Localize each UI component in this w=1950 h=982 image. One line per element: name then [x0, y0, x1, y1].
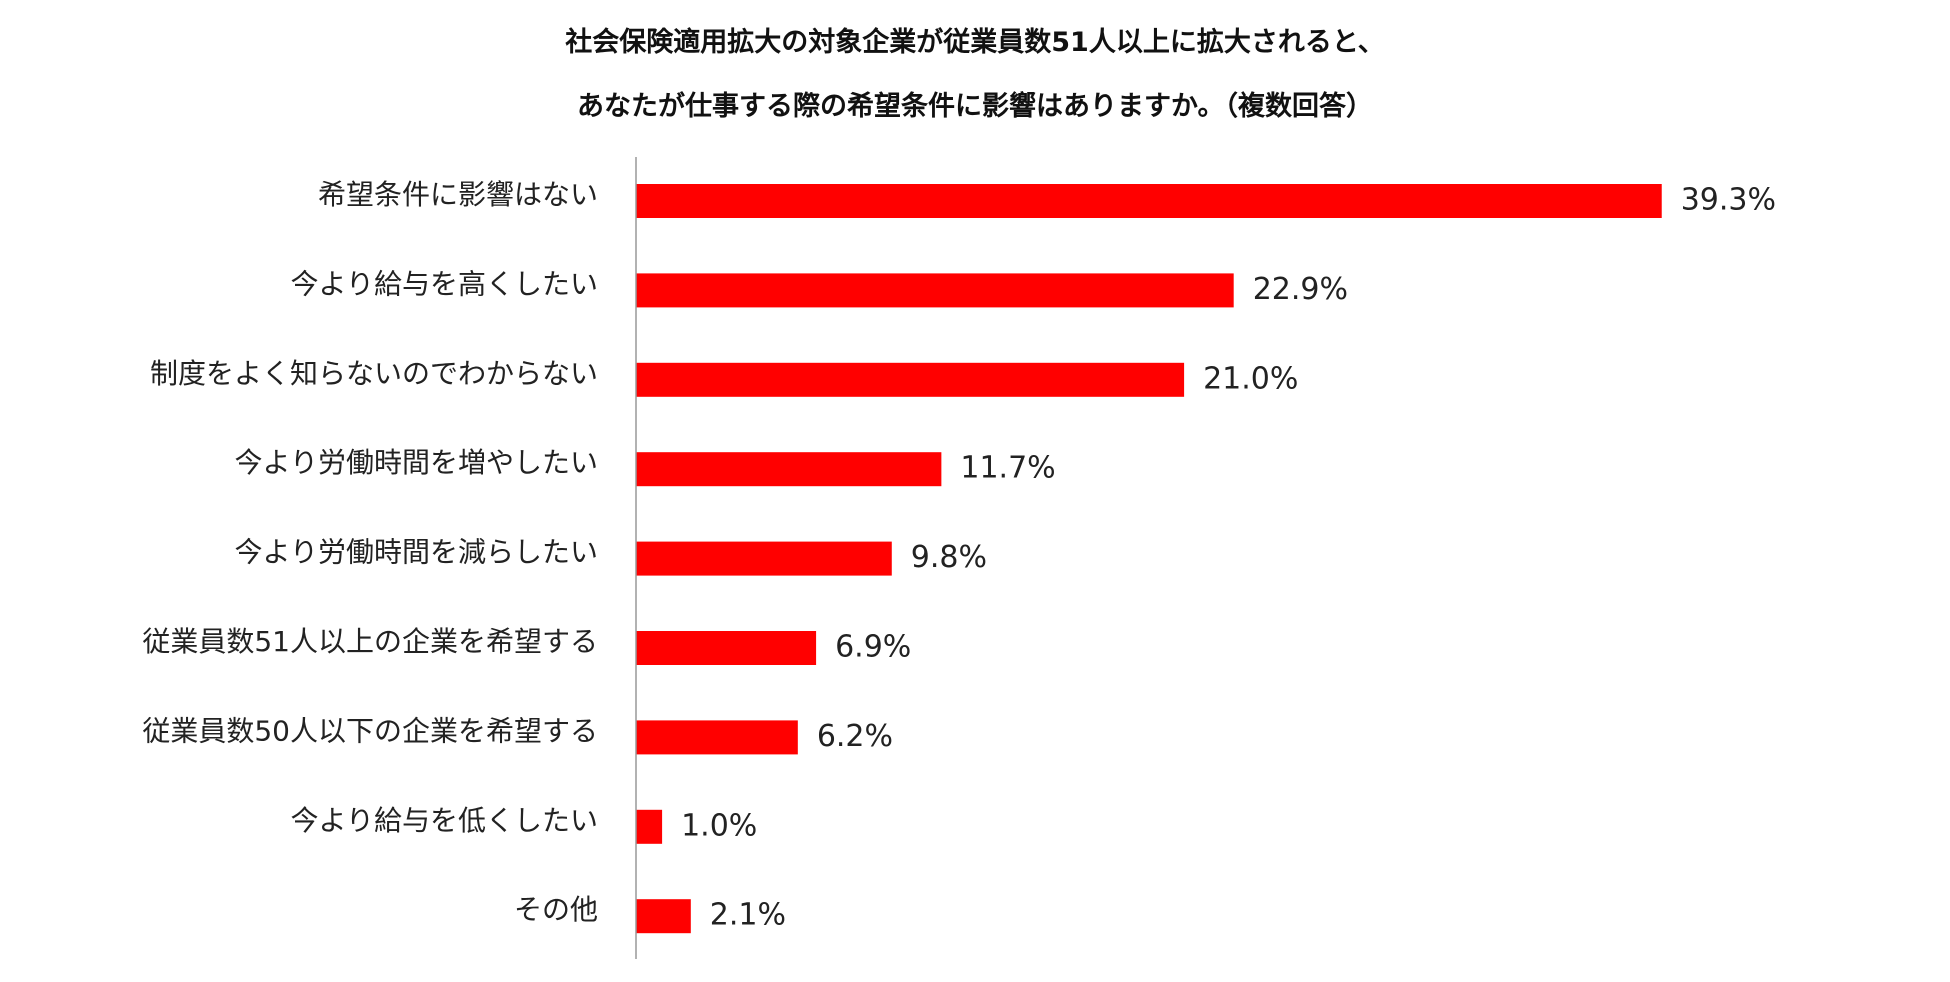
category-label-1: 今より給与を高くしたい [291, 267, 598, 300]
category-labels-layer: 希望条件に影響はない今より給与を高くしたい制度をよく知らないのでわからない今より… [142, 178, 598, 926]
category-label-5: 従業員数51人以上の企業を希望する [142, 625, 598, 658]
value-label-4: 9.8% [911, 540, 987, 575]
category-label-6: 従業員数50人以下の企業を希望する [142, 714, 598, 747]
category-label-0: 希望条件に影響はない [318, 178, 598, 211]
chart-title-line-2: あなたが仕事する際の希望条件に影響はありますか。（複数回答） [577, 91, 1373, 122]
value-label-1: 22.9% [1253, 272, 1348, 307]
value-label-0: 39.3% [1681, 183, 1776, 218]
value-labels-layer: 39.3% 22.9% 21.0% 11.7% 9.8% 6.9% 6.2% 1.0% 2.1% [681, 183, 1776, 933]
category-label-8: その他 [514, 893, 598, 926]
value-label-5: 6.9% [835, 630, 911, 665]
bar-1 [636, 273, 1234, 308]
bar-4 [636, 541, 892, 576]
value-label-3: 11.7% [960, 451, 1055, 486]
category-label-7: 今より給与を低くしたい [291, 804, 598, 837]
bars-layer [636, 184, 1662, 934]
bar-3 [636, 452, 942, 487]
value-label-2: 21.0% [1203, 361, 1298, 396]
bar-2 [636, 362, 1185, 397]
chart-title-line-1: 社会保険適用拡大の対象企業が従業員数51人以上に拡大されると、 [565, 27, 1385, 58]
value-label-6: 6.2% [817, 719, 893, 754]
category-label-3: 今より労働時間を増やしたい [235, 446, 598, 479]
bar-8 [636, 899, 691, 934]
value-label-8: 2.1% [710, 898, 786, 933]
value-label-7: 1.0% [681, 808, 757, 843]
category-label-2: 制度をよく知らないのでわからない [150, 357, 598, 390]
category-label-4: 今より労働時間を減らしたい [235, 536, 598, 569]
bar-6 [636, 720, 798, 755]
bar-7 [636, 809, 663, 844]
bar-5 [636, 631, 817, 665]
bar-0 [636, 184, 1662, 218]
